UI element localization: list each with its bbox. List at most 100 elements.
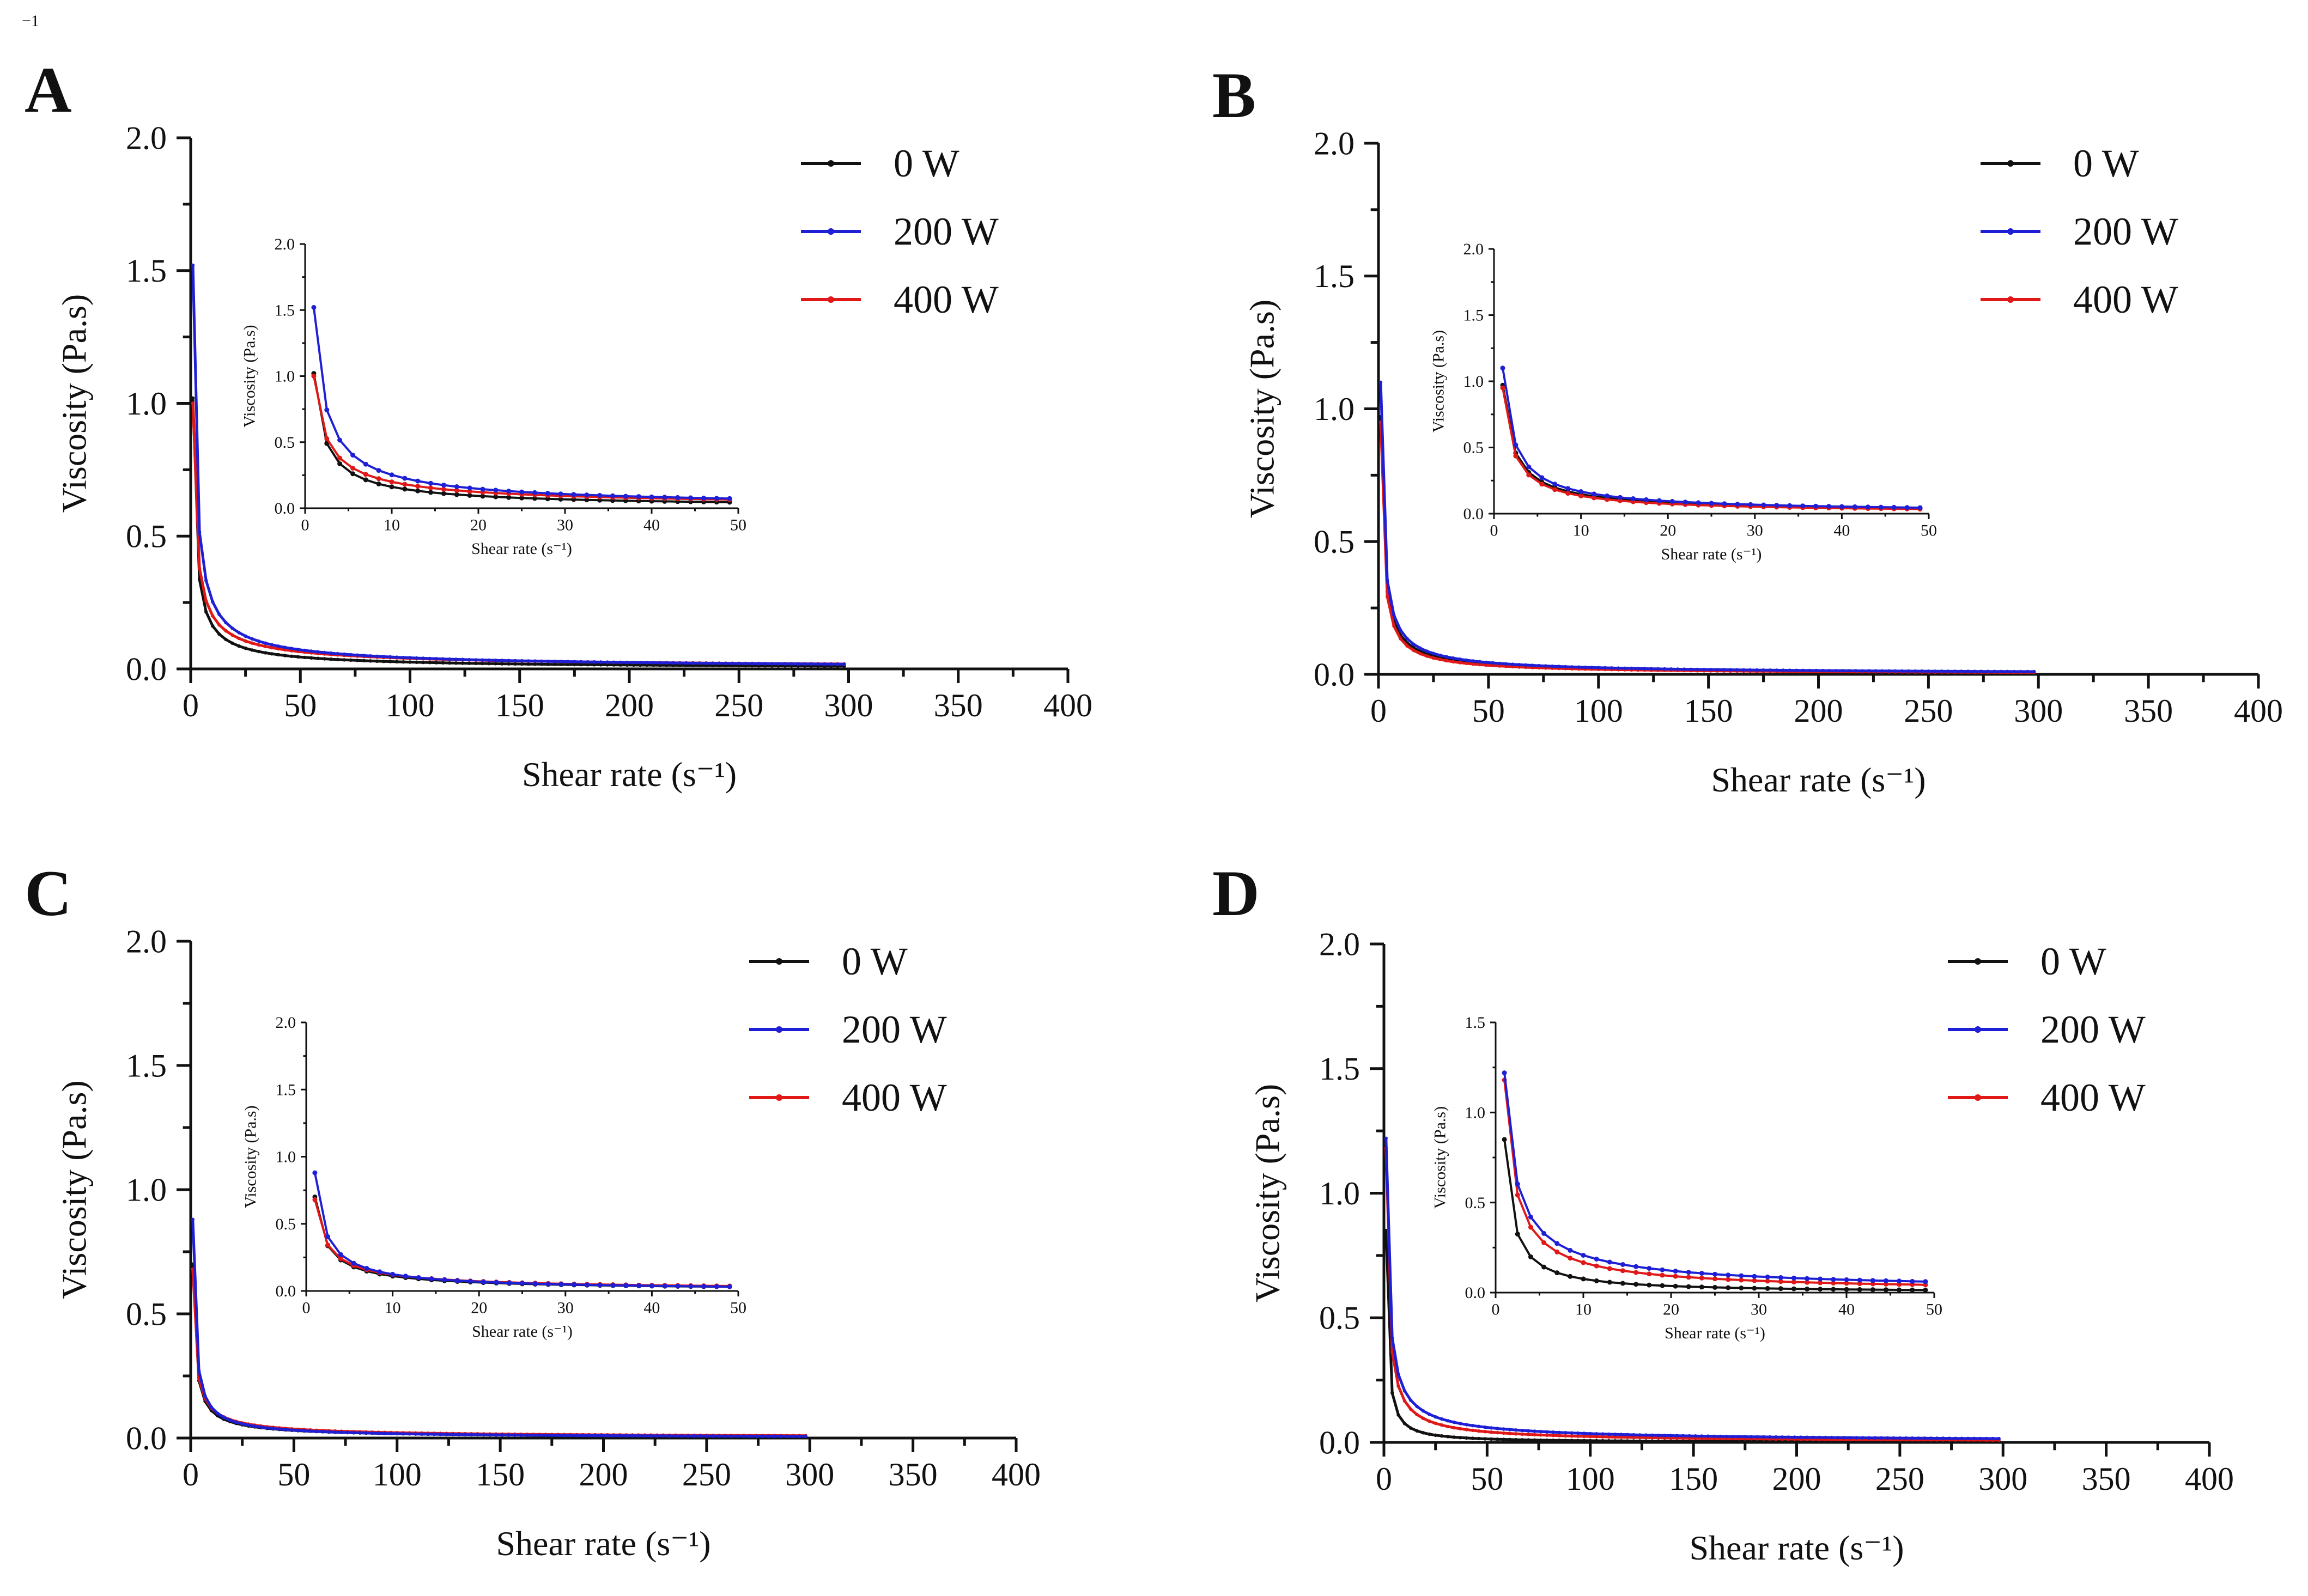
main-series-200w-point <box>665 661 669 665</box>
main-series-200w-point <box>680 1434 684 1438</box>
inset-series-400w-point <box>350 466 355 471</box>
inset-series-200w-point <box>1910 1278 1915 1284</box>
main-series-200w-point <box>1428 1412 1431 1416</box>
main-series-0w-point <box>415 660 418 665</box>
inset-series-200w-point <box>493 488 499 493</box>
main-y-tick-label: 2.0 <box>126 120 167 156</box>
main-series-200w-point <box>671 661 675 665</box>
legend-label: 400 W <box>894 278 999 321</box>
legend-marker <box>828 160 834 167</box>
inset-series-200w-point <box>428 480 433 486</box>
main-series-0w-point <box>1520 1438 1524 1442</box>
main-series-200w-point <box>1557 1430 1562 1434</box>
main-series-200w-point <box>1582 1431 1586 1435</box>
inset-series-200w-point <box>1778 1275 1783 1280</box>
main-series-200w-point <box>1638 1433 1642 1437</box>
main-series-200w-point <box>587 1434 591 1437</box>
main-series-200w-point <box>1683 667 1686 671</box>
main-series-0w-point <box>1601 1439 1605 1443</box>
inset-series-200w-point <box>1617 495 1623 500</box>
main-series-200w-point <box>1821 668 1825 673</box>
legend-label: 200 W <box>842 1008 947 1051</box>
main-series-0w-point <box>1681 1439 1685 1443</box>
main-series-400w-point <box>1484 663 1488 667</box>
main-series-0w-point <box>1787 1440 1790 1443</box>
main-series-200w-point <box>1855 1436 1858 1440</box>
main-series-200w-point <box>1879 1436 1883 1440</box>
inset-y-tick-label: 0.0 <box>275 499 295 517</box>
main-plot: 0 50 100 150 200 250 300 350 4000.00.51.01.52.0S… <box>1248 926 2234 1567</box>
inset-series-200w-point <box>584 492 590 498</box>
main-series-0w-point <box>1446 1435 1450 1439</box>
main-series-200w-point <box>1960 1436 1964 1440</box>
main-series-200w-point <box>1801 668 1805 673</box>
main-series-200w-point <box>649 1434 653 1438</box>
main-y-tick-label: 1.5 <box>126 1047 167 1083</box>
inset-series-200w-point <box>1633 1264 1639 1269</box>
inset-series-400w-point <box>1726 1277 1731 1282</box>
main-series-0w-point <box>1489 1437 1493 1441</box>
main-series-200w-point <box>1577 665 1581 669</box>
main-x-tick-label: 50 <box>1471 1461 1503 1497</box>
inset-series-400w-point <box>1578 493 1584 498</box>
inset-y-tick-label: 1.5 <box>275 301 295 319</box>
main-series-200w-point <box>1465 1423 1468 1427</box>
main-series-0w-point <box>481 661 484 666</box>
main-series-200w-point <box>1873 1436 1877 1440</box>
main-series-200w-point <box>605 1434 610 1437</box>
main-series-200w-point <box>428 656 432 661</box>
main-series-200w-point <box>618 1434 622 1437</box>
inset-series-400w-point <box>337 455 343 461</box>
inset-series-0w-point <box>1765 1286 1770 1291</box>
main-series-200w-point <box>1590 666 1594 669</box>
inset-series-200w-line <box>1503 1073 1926 1283</box>
inset-y-tick-label: 2.0 <box>1463 240 1484 258</box>
inset-series-400w-point <box>428 485 433 491</box>
main-series-400w-point <box>1545 1433 1549 1437</box>
main-series-200w-point <box>757 662 761 666</box>
inset-series-200w-point <box>1607 1259 1612 1265</box>
main-series-200w-point <box>1787 1435 1790 1439</box>
main-series-400w-point <box>1392 624 1396 628</box>
inset-series-200w-point <box>1923 1279 1928 1284</box>
inset-series-200w-point <box>1696 500 1701 505</box>
main-series-200w-line <box>1379 382 2034 673</box>
main-x-tick-label: 300 <box>785 1457 834 1493</box>
main-series-400w-point <box>1582 1434 1586 1439</box>
main-series-0w-point <box>1669 1439 1673 1443</box>
inset-series-0w-point <box>1515 1232 1520 1237</box>
inset-series-200w-point <box>636 494 641 499</box>
inset-series-200w-point <box>1883 1278 1888 1283</box>
inset-series-200w-point <box>1852 504 1857 509</box>
inset-series-0w-point <box>1594 1278 1599 1283</box>
main-series-200w-point <box>439 1433 442 1436</box>
inset-series-200w-point <box>338 1252 343 1257</box>
main-series-200w-point <box>1984 1436 1989 1441</box>
main-series-0w-point <box>1675 1439 1679 1443</box>
main-series-200w-point <box>1649 667 1653 671</box>
main-series-200w-point <box>283 645 287 649</box>
main-series-200w-point <box>1412 642 1416 647</box>
main-series-0w-point <box>1756 1440 1759 1443</box>
main-series-200w-point <box>1946 669 1950 673</box>
main-series-200w-point <box>1781 668 1785 672</box>
main-series-0w-point <box>1514 1437 1518 1442</box>
main-series-200w-point <box>711 1434 715 1438</box>
inset-x-tick-label: 30 <box>557 516 573 534</box>
inset-series-200w-point <box>558 1282 564 1287</box>
main-series-200w-point <box>1836 1436 1840 1440</box>
legend-label: 200 W <box>894 210 999 253</box>
main-y-tick-label: 2.0 <box>126 923 167 959</box>
main-series-0w-point <box>1638 1439 1642 1443</box>
main-series-200w-point <box>250 637 254 641</box>
main-series-200w-point <box>1696 667 1699 672</box>
main-series-200w-point <box>575 1434 579 1437</box>
inset-series-200w-point <box>1699 1271 1704 1276</box>
inset-series-200w-point <box>610 493 615 498</box>
main-series-200w-point <box>1392 613 1396 617</box>
main-series-200w-point <box>1471 1424 1475 1428</box>
main-series-200w-point <box>803 662 807 666</box>
main-series-200w-point <box>684 661 688 665</box>
main-series-200w-point <box>415 656 418 660</box>
inset-series-0w-point <box>415 488 421 494</box>
